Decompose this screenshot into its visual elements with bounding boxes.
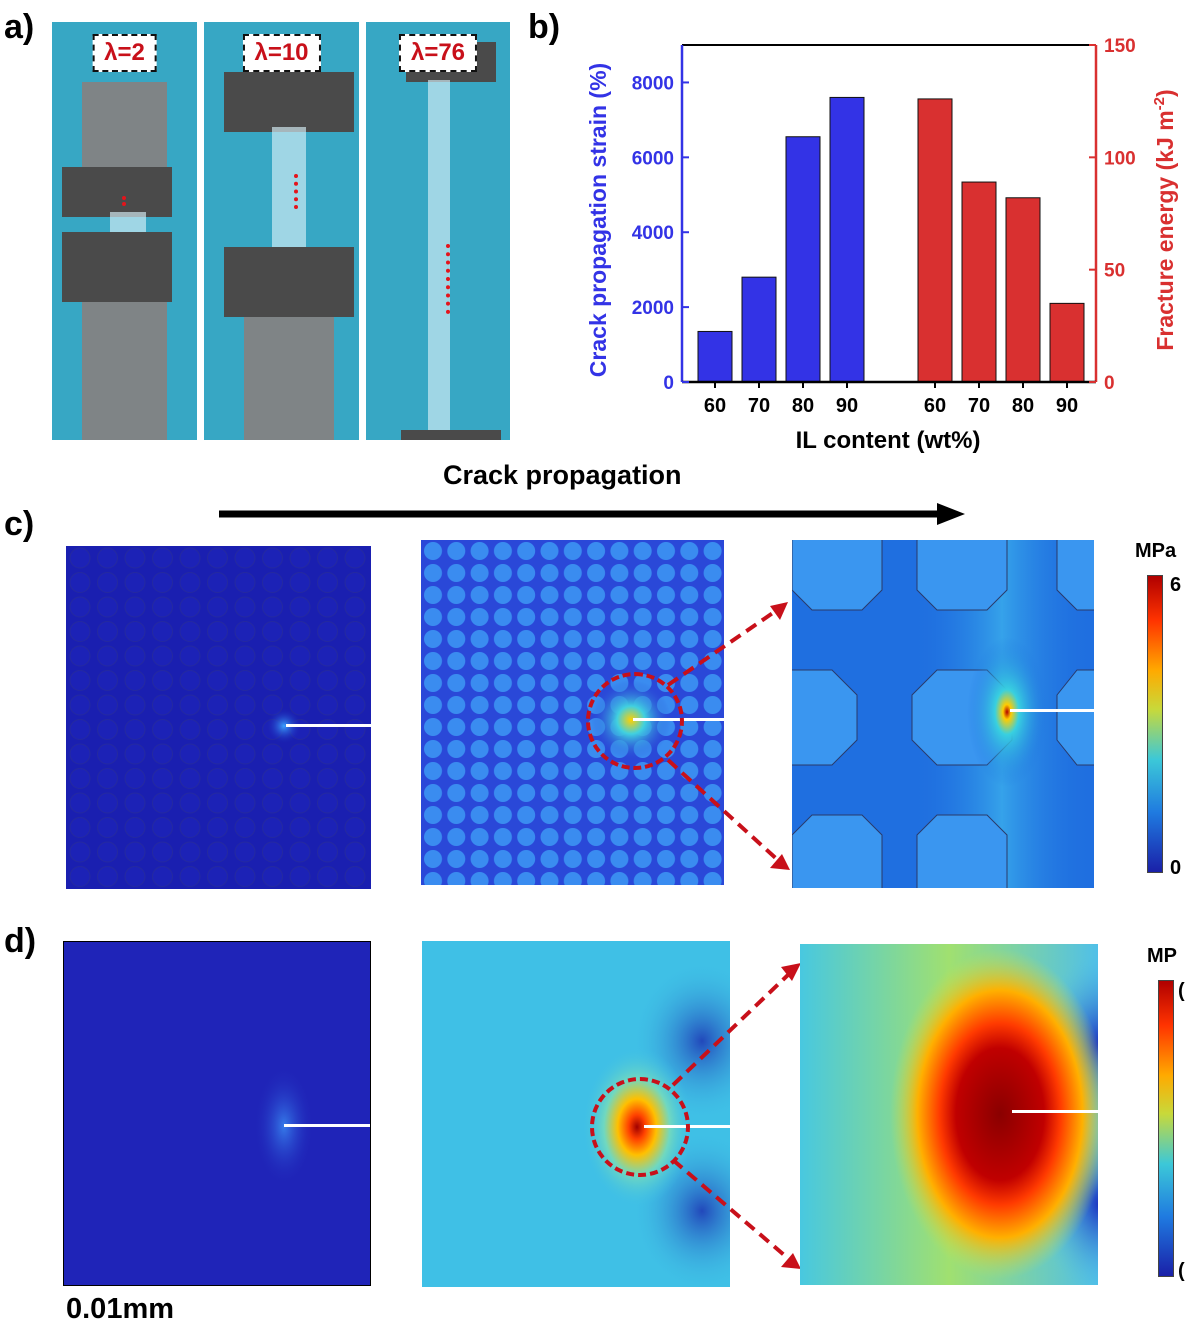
- right-tick-label: 50: [1104, 261, 1125, 282]
- colorbar-d: [1158, 980, 1174, 1277]
- colorbar-c-unit: MPa: [1135, 540, 1177, 562]
- colorbar-c: [1147, 575, 1163, 873]
- lambda-label: λ=10: [242, 34, 321, 72]
- x-tick-label: 70: [748, 395, 770, 417]
- colorbar-c-min: 0: [1170, 857, 1182, 879]
- bar-chart: 0 2000 4000 6000 8000 0 50 100 150 60 70 80 90 60 70 80…: [585, 36, 1178, 454]
- x-tick-label: 60: [924, 395, 946, 417]
- x-tick-label: 70: [968, 395, 990, 417]
- left-tick-label: 6000: [632, 148, 674, 169]
- lambda-label: λ=76: [398, 34, 478, 72]
- panel-label-d: d): [4, 922, 37, 960]
- x-tick-label: 60: [704, 395, 726, 417]
- bar-strain-60: [697, 330, 733, 383]
- sim-c-zoom: [792, 540, 1094, 888]
- left-tick-label: 8000: [632, 73, 674, 94]
- arrow-label: Crack propagation: [443, 460, 682, 490]
- right-tick-label: 0: [1104, 373, 1115, 394]
- panel-label-a: a): [4, 8, 35, 46]
- lambda-label: λ=2: [92, 34, 157, 72]
- bar-energy-90: [1049, 302, 1085, 383]
- x-axis-label: IL content (wt%): [796, 427, 981, 454]
- right-tick-label: 100: [1104, 148, 1136, 169]
- crack-propagation-arrow: [219, 503, 965, 525]
- left-axis-label: Crack propagation strain (%): [585, 63, 611, 377]
- zoom-arrows-d: [671, 963, 801, 1269]
- bar-strain-90: [829, 96, 865, 383]
- photo-lambda-10: λ=10: [204, 22, 359, 440]
- left-tick-label: 4000: [632, 223, 674, 244]
- zoom-arrows-c: [666, 602, 790, 870]
- bar-strain-70: [741, 276, 777, 383]
- photo-lambda-76: λ=76: [366, 22, 510, 440]
- bar-strain-80: [785, 136, 821, 383]
- bar-energy-70: [961, 181, 997, 383]
- right-axis-label: Fracture energy (kJ m-2): [1151, 89, 1178, 350]
- sim-d-initial: [63, 941, 371, 1286]
- x-tick-label: 80: [1012, 395, 1034, 417]
- bar-energy-80: [1005, 197, 1041, 383]
- panel-label-b: b): [528, 8, 561, 46]
- x-tick-label: 90: [1056, 395, 1078, 417]
- panel-label-c: c): [4, 505, 35, 543]
- colorbar-d-min: (: [1178, 1260, 1185, 1282]
- colorbar-c-max: 6: [1170, 574, 1182, 596]
- scale-label: 0.01mm: [66, 1293, 175, 1325]
- colorbar-d-max: (: [1178, 980, 1185, 1002]
- bar-energy-60: [917, 98, 953, 383]
- left-tick-label: 2000: [632, 298, 674, 319]
- photo-lambda-2: λ=2: [52, 22, 197, 440]
- zoom-circle-c: [586, 672, 684, 770]
- x-tick-label: 90: [836, 395, 858, 417]
- sim-c-initial: [66, 546, 371, 889]
- zoom-circle-d: [590, 1077, 690, 1177]
- right-tick-label: 150: [1104, 36, 1136, 57]
- sim-d-zoom: [800, 944, 1098, 1285]
- left-tick-label: 0: [663, 373, 674, 394]
- x-tick-label: 80: [792, 395, 814, 417]
- colorbar-d-unit: MP: [1147, 945, 1177, 967]
